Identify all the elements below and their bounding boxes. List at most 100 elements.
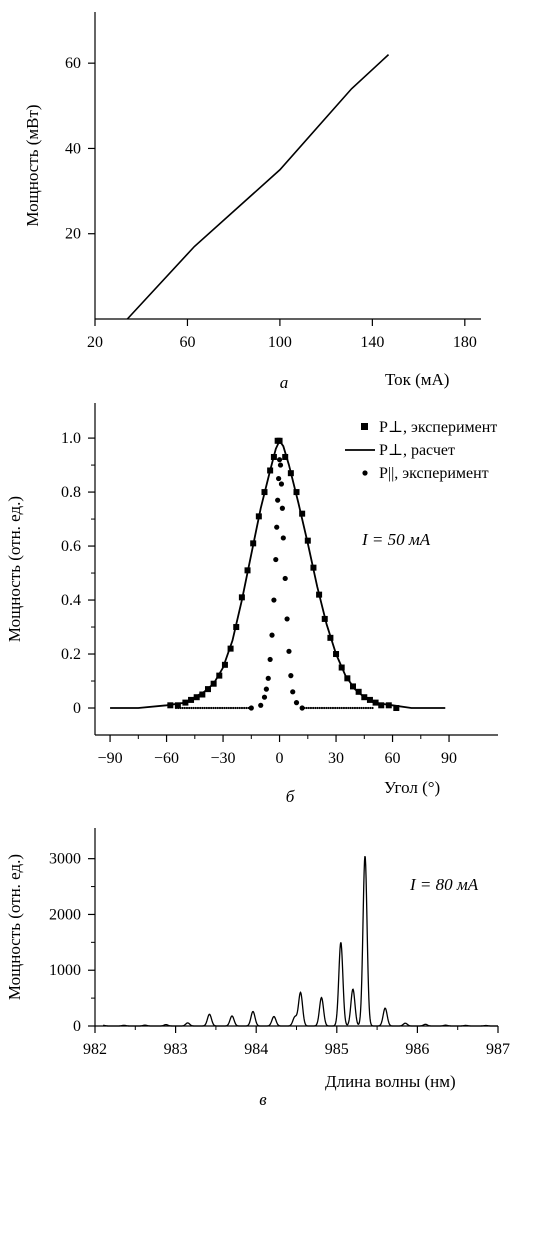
panel-letter: б: [286, 787, 295, 806]
y-axis-label: Мощность (отн. ед.): [5, 854, 24, 1000]
data-point-perp-exp: [372, 699, 379, 706]
y-tick-label: 0.2: [61, 646, 81, 663]
data-point-par-baseline: [232, 706, 235, 710]
data-point-par-exp: [265, 675, 271, 681]
legend-label: P⊥, расчет: [379, 442, 455, 459]
y-axis-label: Мощность (отн. ед.): [5, 496, 24, 642]
x-tick-label: 983: [164, 1041, 188, 1058]
data-point-perp-exp: [174, 702, 181, 709]
data-point-par-baseline: [362, 706, 365, 710]
data-point-perp-exp: [344, 675, 351, 682]
data-point-perp-exp: [310, 564, 317, 571]
data-point-par-baseline: [214, 706, 217, 710]
data-point-par-baseline: [216, 706, 219, 710]
y-tick-label: 3000: [49, 851, 81, 868]
data-point-par-exp: [278, 481, 285, 487]
data-point-par-baseline: [212, 706, 215, 710]
data-point-par-baseline: [367, 706, 370, 710]
data-point-perp-exp: [210, 680, 217, 687]
data-point-perp-exp: [167, 702, 174, 709]
data-point-perp-exp: [316, 591, 323, 598]
data-point-par-baseline: [201, 706, 204, 710]
data-point-perp-exp: [349, 683, 356, 690]
data-point-par-baseline: [188, 706, 191, 710]
data-point-perp-exp: [338, 664, 345, 671]
data-point-par-baseline: [316, 706, 319, 710]
data-point-par-baseline: [218, 706, 222, 710]
data-point-par-exp: [276, 475, 282, 482]
data-point-par-baseline: [221, 706, 224, 710]
y-tick-label: 20: [65, 226, 81, 243]
y-axis-label: Мощность (мВт): [23, 104, 42, 226]
data-point-perp-exp: [361, 694, 368, 701]
data-point-perp-exp: [378, 702, 385, 709]
data-point-perp-exp: [287, 470, 294, 477]
data-point-par-baseline: [243, 706, 246, 710]
data-point-par-exp: [279, 505, 285, 511]
x-tick-label: 985: [325, 1041, 349, 1058]
data-point-perp-exp: [204, 686, 211, 693]
data-point-par-baseline: [345, 706, 348, 710]
y-tick-label: 1000: [49, 962, 81, 979]
data-point-par-baseline: [205, 706, 208, 710]
spectrum-line: [103, 855, 498, 1027]
data-point-par-baseline: [183, 706, 186, 710]
x-tick-label: 180: [453, 334, 477, 351]
data-point-perp-exp: [333, 651, 340, 658]
current-annotation: I = 80 мА: [409, 875, 479, 894]
data-point-par-baseline: [199, 706, 202, 710]
x-tick-label: 100: [268, 334, 292, 351]
x-axis-label: Ток (мА): [385, 370, 449, 389]
data-point-perp-exp: [244, 567, 251, 574]
data-point-perp-exp: [221, 661, 228, 668]
data-point-par-baseline: [181, 706, 184, 710]
data-point-par-exp: [261, 694, 268, 700]
data-point-perp-exp: [293, 489, 300, 496]
data-point-par-baseline: [229, 706, 233, 710]
data-point-par-baseline: [207, 706, 211, 710]
data-point-perp-exp: [282, 453, 289, 460]
current-power-line: [126, 54, 390, 320]
data-point-par-baseline: [329, 706, 332, 710]
data-point-par-baseline: [323, 706, 326, 710]
data-point-par-baseline: [240, 706, 244, 710]
data-point-par-exp: [271, 597, 277, 603]
data-point-perp-exp: [227, 645, 234, 652]
data-point-par-exp: [280, 535, 286, 541]
data-point-par-baseline: [203, 706, 206, 710]
data-point-par-baseline: [190, 706, 193, 710]
data-point-par-baseline: [320, 706, 324, 710]
data-point-par-baseline: [327, 706, 330, 710]
y-tick-label: 1.0: [61, 430, 81, 447]
data-point-par-baseline: [307, 706, 310, 710]
data-point-par-baseline: [225, 706, 228, 710]
data-point-par-baseline: [371, 706, 374, 710]
data-point-par-baseline: [245, 706, 248, 710]
data-point-perp-exp: [216, 672, 223, 679]
data-point-par-exp: [286, 648, 292, 654]
data-point-par-baseline: [369, 706, 372, 710]
data-point-par-baseline: [336, 706, 339, 710]
data-point-perp-exp: [385, 702, 392, 709]
legend-label: P||, эксперимент: [379, 465, 489, 482]
y-tick-label: 0.6: [61, 538, 81, 555]
data-point-par-baseline: [238, 706, 241, 710]
x-tick-label: −60: [154, 750, 179, 767]
legend-marker-square: [361, 423, 368, 430]
data-point-par-exp: [275, 497, 281, 503]
x-tick-label: 987: [486, 1041, 510, 1058]
data-point-par-exp: [293, 700, 300, 706]
data-point-par-baseline: [342, 706, 346, 710]
x-tick-label: 20: [87, 334, 103, 351]
current-annotation: I = 50 мА: [361, 530, 431, 549]
x-tick-label: 60: [179, 334, 195, 351]
data-point-perp-exp: [238, 594, 245, 601]
data-point-par-baseline: [318, 706, 321, 710]
data-point-par-baseline: [223, 706, 226, 710]
data-point-perp-exp: [233, 624, 240, 631]
data-point-par-baseline: [356, 706, 359, 710]
data-point-par-baseline: [314, 706, 317, 710]
data-point-par-exp: [277, 462, 284, 468]
legend-label: P⊥, эксперимент: [379, 419, 497, 436]
